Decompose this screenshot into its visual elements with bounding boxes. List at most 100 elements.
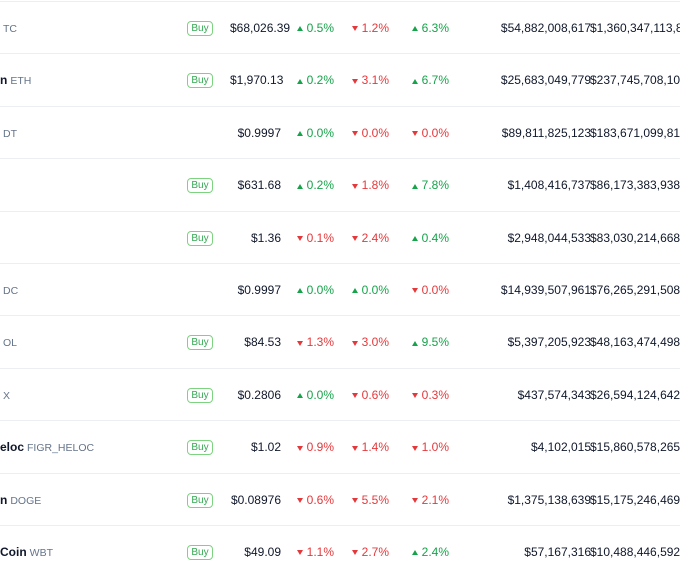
- coin-row[interactable]: Coin WBT Buy $49.09 $57,167,316 $10,488,446,5…: [0, 525, 680, 578]
- change-d7: 0.0%: [394, 107, 449, 159]
- arrow-icon: [296, 288, 303, 294]
- change-text: 0.0%: [361, 283, 389, 297]
- change-text: 0.6%: [361, 387, 389, 402]
- arrow-icon: [296, 183, 303, 189]
- coin-row[interactable]: DC $0.9997 $14,939,507,961 $76,265,291,508 0…: [0, 263, 680, 316]
- change-h1: 0.0%: [284, 369, 334, 421]
- price: $68,026.39: [230, 21, 291, 35]
- market-cap: $48,163,474,498: [590, 335, 680, 350]
- change-text: 1.2%: [361, 21, 389, 35]
- volume: $1,408,416,737: [507, 178, 591, 193]
- change-h24: 1.2%: [339, 2, 389, 54]
- coin-symbol: WBT: [29, 547, 53, 559]
- arrow-icon: [296, 497, 303, 503]
- change-text: 1.0%: [421, 440, 449, 455]
- arrow-icon: [411, 26, 418, 32]
- price: $84.53: [244, 335, 281, 350]
- volume: $25,683,049,779: [500, 73, 591, 88]
- market-cap: $237,745,708,106: [590, 73, 680, 88]
- volume: $5,397,205,923: [507, 335, 591, 350]
- change-text: 0.0%: [306, 125, 334, 140]
- coin-name: n ETH: [0, 54, 31, 106]
- buy-button[interactable]: Buy: [187, 545, 213, 560]
- coin-row[interactable]: TC Buy $68,026.39 $54,882,008,617 $1,360,347…: [0, 1, 680, 54]
- coin-name: DT: [0, 107, 17, 159]
- change-d7: 9.5%: [394, 316, 449, 368]
- change-d7: 6.7%: [394, 54, 449, 106]
- change-text: 1.8%: [361, 178, 389, 193]
- change-h24: 3.1%: [339, 54, 389, 106]
- change-text: 0.2%: [306, 73, 334, 88]
- arrow-icon: [351, 393, 358, 399]
- buy-button[interactable]: Buy: [187, 440, 213, 456]
- volume: $2,948,044,533: [507, 230, 591, 245]
- market-cap: $15,175,246,469: [590, 492, 680, 507]
- buy-button[interactable]: Buy: [187, 21, 213, 36]
- change-h1: 0.2%: [284, 54, 334, 106]
- change-h1: 1.3%: [284, 316, 334, 368]
- arrow-icon: [411, 393, 418, 399]
- price: $49.09: [244, 545, 281, 559]
- buy-button[interactable]: Buy: [187, 492, 213, 508]
- change-h1: 1.1%: [284, 526, 334, 578]
- coin-symbol: TC: [3, 23, 17, 35]
- change-d7: 0.3%: [394, 369, 449, 421]
- arrow-icon: [411, 131, 418, 137]
- name-text: Coin: [0, 545, 27, 559]
- arrow-icon: [411, 340, 418, 346]
- buy-button[interactable]: Buy: [187, 230, 213, 246]
- arrow-icon: [351, 131, 358, 137]
- coin-row[interactable]: Buy $1.36 $2,948,044,533 $83,030,214,668 0.1…: [0, 210, 680, 264]
- coin-row[interactable]: Buy $631.68 $1,408,416,737 $86,173,383,938 0…: [0, 158, 680, 211]
- coin-row[interactable]: n DOGE Buy $0.08976 $1,375,138,639 $15,175,24…: [0, 472, 680, 526]
- coin-row[interactable]: X Buy $0.2806 $437,574,343 $26,594,124,642 0.…: [0, 367, 680, 421]
- arrow-icon: [296, 550, 303, 556]
- change-text: 0.0%: [361, 125, 389, 140]
- change-h1: 0.1%: [284, 212, 334, 264]
- coin-name: n DOGE: [0, 474, 41, 526]
- coin-name: DC: [0, 264, 18, 316]
- price: $631.68: [237, 178, 281, 193]
- coin-row[interactable]: DT $0.9997 $89,811,825,123 $183,671,099,817…: [0, 105, 680, 159]
- buy-button[interactable]: Buy: [187, 73, 213, 89]
- arrow-icon: [296, 340, 303, 346]
- arrow-icon: [411, 78, 418, 84]
- coin-row[interactable]: n ETH Buy $1,970.13 $25,683,049,779 $237,745,…: [0, 53, 680, 106]
- change-text: 2.4%: [361, 230, 389, 245]
- market-cap: $26,594,124,642: [590, 387, 680, 402]
- coin-symbol: DC: [3, 285, 19, 297]
- arrow-icon: [296, 393, 303, 399]
- change-text: 6.3%: [421, 21, 449, 35]
- arrow-icon: [296, 78, 303, 84]
- arrow-icon: [351, 340, 358, 346]
- volume: $54,882,008,617: [500, 21, 591, 35]
- change-text: 0.3%: [421, 387, 449, 402]
- arrow-icon: [351, 183, 358, 189]
- coin-row[interactable]: OL Buy $84.53 $5,397,205,923 $48,163,474,498…: [0, 315, 680, 368]
- price: $1,970.13: [230, 73, 284, 88]
- price: $1.36: [250, 230, 281, 245]
- name-text: n: [0, 492, 8, 507]
- change-d7: 6.3%: [394, 2, 449, 54]
- coin-row[interactable]: eloc FIGR_HELOC Buy $1.02 $4,102,015 $15,860,…: [0, 420, 680, 473]
- change-d7: 7.8%: [394, 159, 449, 211]
- change-text: 5.5%: [361, 492, 389, 507]
- coin-symbol: OL: [3, 337, 18, 350]
- change-h24: 0.6%: [339, 369, 389, 421]
- coin-symbol: DOGE: [10, 494, 42, 507]
- buy-button[interactable]: Buy: [187, 178, 213, 194]
- arrow-icon: [411, 550, 418, 556]
- market-cap: $15,860,578,265: [590, 440, 680, 455]
- change-text: 1.1%: [306, 545, 334, 559]
- coin-name: eloc FIGR_HELOC: [0, 421, 94, 473]
- change-text: 0.2%: [306, 178, 334, 193]
- arrow-icon: [351, 550, 358, 556]
- buy-button[interactable]: Buy: [187, 335, 213, 351]
- change-h1: 0.9%: [284, 421, 334, 473]
- volume: $437,574,343: [517, 387, 591, 402]
- buy-button[interactable]: Buy: [187, 387, 213, 403]
- arrow-icon: [296, 235, 303, 241]
- change-text: 2.4%: [421, 545, 449, 559]
- price: $1.02: [250, 440, 281, 455]
